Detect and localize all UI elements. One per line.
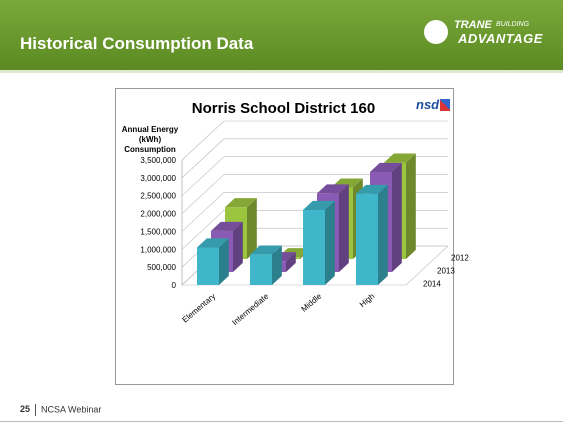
y-tick-label: 0 <box>172 281 177 290</box>
chart-logo: nsd <box>416 97 440 112</box>
bar-side <box>286 252 296 272</box>
x-tick-label: Elementary <box>180 292 217 325</box>
bar-top <box>225 198 257 208</box>
bar-side <box>247 198 257 259</box>
bar-side <box>392 162 402 272</box>
grid-line <box>181 138 448 179</box>
bar <box>250 245 282 285</box>
bar-side <box>233 221 243 272</box>
x-tick-label: Middle <box>299 291 323 313</box>
header: Historical Consumption Data TRANE BUILDI… <box>0 0 563 73</box>
y-tick-label: 1,500,000 <box>140 227 176 236</box>
separator <box>35 404 37 416</box>
bar-top <box>384 153 416 163</box>
bar-front <box>303 210 325 285</box>
bar-side <box>219 238 229 285</box>
bar-top <box>356 184 388 194</box>
bar-top <box>211 221 243 231</box>
logo: TRANE BUILDING ADVANTAGE <box>424 18 554 58</box>
grid-line <box>181 120 448 161</box>
y-tick-label: 500,000 <box>147 263 176 272</box>
chart-logo-icon <box>440 99 450 111</box>
bar-top <box>250 245 282 255</box>
y-tick-label: 3,000,000 <box>140 174 176 183</box>
bar-front <box>250 254 272 285</box>
y-tick-label: 1,000,000 <box>140 245 176 254</box>
logo-line2: ADVANTAGE <box>458 31 543 46</box>
bar-side <box>325 200 335 285</box>
footer-text: NCSA Webinar <box>41 404 102 415</box>
bar-top <box>303 200 335 210</box>
bar-top <box>197 238 229 248</box>
x-tick-label: Intermediate <box>230 291 270 327</box>
depth-label: 2014 <box>423 280 441 289</box>
footer: 25 NCSA Webinar <box>20 404 101 416</box>
logo-line1: BUILDING <box>496 21 530 28</box>
bottom-line <box>0 421 563 422</box>
chart-title: Norris School District 160 <box>191 100 376 117</box>
page-number: 25 <box>20 404 31 415</box>
bar-top <box>317 184 349 194</box>
bar-side <box>339 184 349 272</box>
depth-label: 2013 <box>437 267 455 276</box>
bar-top <box>370 162 402 172</box>
y-axis-label: Annual Energy (kWh) Consumption <box>121 125 179 154</box>
bar-side <box>406 153 416 259</box>
logo-icon <box>424 20 448 44</box>
bar <box>356 184 388 285</box>
bar-side <box>272 245 282 285</box>
bar-front <box>197 247 219 285</box>
y-tick-label: 2,000,000 <box>140 210 176 219</box>
y-tick-label: 2,500,000 <box>140 192 176 201</box>
bar <box>303 200 335 285</box>
x-tick-label: High <box>358 292 376 309</box>
y-tick-label: 3,500,000 <box>140 156 176 165</box>
bar <box>197 238 229 285</box>
depth-label: 2012 <box>451 254 469 263</box>
bar-front <box>356 193 378 285</box>
slide-title: Historical Consumption Data <box>20 34 254 53</box>
bar-side <box>378 184 388 285</box>
grid-line <box>181 156 448 196</box>
logo-brand: TRANE <box>454 19 492 31</box>
